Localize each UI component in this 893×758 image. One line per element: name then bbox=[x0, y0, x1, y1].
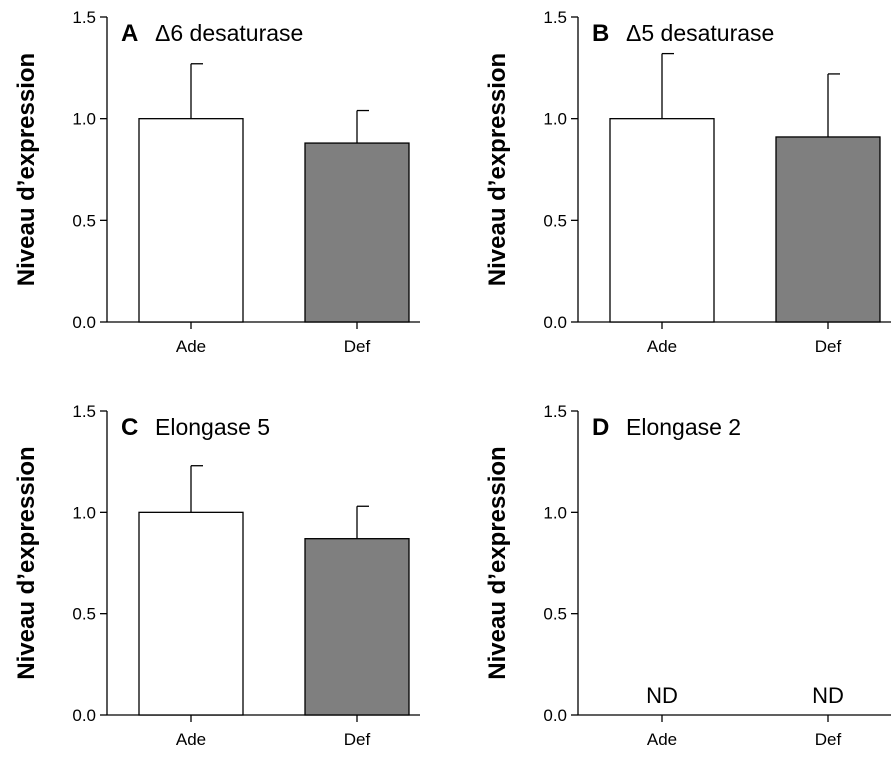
panel-c: 0.0 0.5 1.0 1.5 Niveau d’expression C Elongase… bbox=[13, 402, 420, 749]
x-tick-label-ade: Ade bbox=[176, 337, 206, 356]
panel-letter: D bbox=[592, 414, 609, 441]
panel-title: Δ6 desaturase bbox=[155, 20, 303, 46]
y-tick-label: 0.5 bbox=[543, 605, 567, 624]
x-tick-label-def: Def bbox=[344, 337, 371, 356]
y-tick-label: 1.5 bbox=[543, 8, 567, 27]
y-tick-label: 1.5 bbox=[72, 402, 96, 421]
panel-b: 0.0 0.5 1.0 1.5 Niveau d’expression B Δ5 desat… bbox=[484, 8, 891, 356]
panel-letter: A bbox=[121, 20, 138, 47]
y-axis-label: Niveau d’expression bbox=[484, 53, 511, 286]
x-tick-label-def: Def bbox=[815, 337, 842, 356]
y-axis-label: Niveau d’expression bbox=[13, 446, 40, 679]
panel-letter: B bbox=[592, 20, 609, 47]
y-tick-label: 1.0 bbox=[72, 503, 96, 522]
panel-a: 0.0 0.5 1.0 1.5 Niveau d’expression A Δ6 desat… bbox=[13, 8, 420, 356]
value-label-ade: ND bbox=[646, 683, 678, 708]
bar-ade bbox=[138, 118, 244, 323]
panel-d: 0.0 0.5 1.0 1.5 Niveau d’expression D Elongase… bbox=[484, 402, 891, 749]
y-tick-label: 0.5 bbox=[72, 211, 96, 230]
y-tick-label: 0.0 bbox=[543, 706, 567, 725]
panel-title: Elongase 5 bbox=[155, 414, 270, 440]
y-tick-label: 0.5 bbox=[543, 211, 567, 230]
bar-def bbox=[304, 142, 410, 323]
bar-ade bbox=[138, 511, 244, 716]
y-tick-label: 0.0 bbox=[543, 313, 567, 332]
value-label-def: ND bbox=[812, 683, 844, 708]
y-tick-label: 0.0 bbox=[72, 706, 96, 725]
y-tick-label: 1.0 bbox=[543, 503, 567, 522]
y-axis-label: Niveau d’expression bbox=[484, 446, 511, 679]
y-tick-label: 1.5 bbox=[72, 8, 96, 27]
bar-def bbox=[775, 136, 881, 323]
x-tick-label-def: Def bbox=[344, 730, 371, 749]
panel-title: Δ5 desaturase bbox=[626, 20, 774, 46]
y-tick-label: 0.0 bbox=[72, 313, 96, 332]
x-tick-label-ade: Ade bbox=[647, 337, 677, 356]
panel-title: Elongase 2 bbox=[626, 414, 741, 440]
y-axis-label: Niveau d’expression bbox=[13, 53, 40, 286]
y-tick-label: 1.0 bbox=[72, 110, 96, 129]
x-tick-label-ade: Ade bbox=[176, 730, 206, 749]
x-tick-label-ade: Ade bbox=[647, 730, 677, 749]
panel-letter: C bbox=[121, 414, 138, 441]
x-tick-label-def: Def bbox=[815, 730, 842, 749]
y-tick-label: 1.0 bbox=[543, 110, 567, 129]
y-tick-label: 0.5 bbox=[72, 605, 96, 624]
y-tick-label: 1.5 bbox=[543, 402, 567, 421]
bar-ade bbox=[609, 118, 715, 323]
bar-def bbox=[304, 538, 410, 716]
